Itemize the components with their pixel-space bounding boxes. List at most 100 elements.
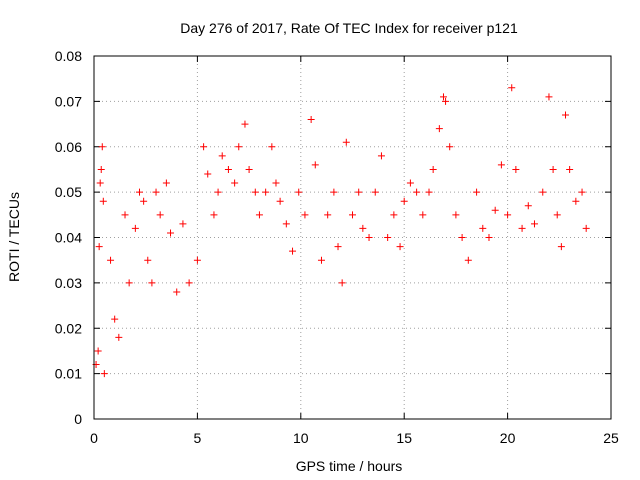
x-tick-label: 0 bbox=[90, 430, 98, 446]
y-tick-label: 0 bbox=[74, 411, 82, 427]
data-point bbox=[562, 111, 570, 119]
data-point bbox=[115, 333, 123, 341]
data-point bbox=[100, 370, 108, 378]
y-tick-label: 0.05 bbox=[55, 184, 82, 200]
data-point bbox=[491, 206, 499, 214]
data-point bbox=[485, 234, 493, 241]
data-point bbox=[553, 211, 561, 219]
data-point bbox=[413, 188, 421, 196]
data-point bbox=[179, 220, 187, 228]
data-point bbox=[245, 165, 253, 173]
data-point bbox=[334, 243, 342, 251]
tick-labels: 0 5 10 15 20 25 0 0.01 0.02 0.03 0.04 0.05 0.06 0.07 0… bbox=[55, 48, 619, 446]
data-point bbox=[425, 188, 433, 196]
data-point bbox=[251, 188, 259, 196]
data-point bbox=[330, 188, 338, 196]
data-point bbox=[152, 188, 160, 196]
data-point bbox=[224, 165, 232, 173]
y-tick-label: 0.03 bbox=[55, 275, 82, 291]
data-point bbox=[162, 179, 170, 187]
x-tick-label: 20 bbox=[500, 430, 516, 446]
data-point bbox=[111, 315, 119, 323]
data-point bbox=[289, 247, 297, 255]
data-point bbox=[338, 279, 346, 287]
data-point bbox=[241, 120, 249, 128]
data-point bbox=[557, 243, 565, 251]
data-point bbox=[255, 211, 263, 219]
data-point bbox=[107, 256, 115, 264]
data-point bbox=[458, 234, 466, 241]
data-point bbox=[96, 179, 104, 187]
data-point bbox=[156, 211, 164, 219]
data-point bbox=[390, 211, 398, 219]
data-point bbox=[545, 93, 553, 101]
data-point bbox=[504, 211, 512, 219]
data-point bbox=[524, 202, 532, 210]
data-point bbox=[578, 188, 586, 196]
data-point bbox=[282, 220, 290, 228]
data-point bbox=[95, 243, 103, 251]
data-point bbox=[342, 138, 350, 146]
x-tick-label: 15 bbox=[396, 430, 412, 446]
grid-lines bbox=[94, 56, 611, 419]
data-point bbox=[435, 125, 443, 133]
data-point bbox=[121, 211, 129, 219]
y-tick-label: 0.08 bbox=[55, 48, 82, 64]
data-point bbox=[464, 256, 472, 264]
data-point bbox=[276, 197, 284, 205]
data-point bbox=[268, 143, 276, 151]
data-point bbox=[396, 243, 404, 251]
tick-marks bbox=[93, 55, 612, 420]
data-point bbox=[582, 224, 590, 232]
y-tick-label: 0.06 bbox=[55, 139, 82, 155]
data-point bbox=[442, 97, 450, 105]
data-point bbox=[446, 143, 454, 151]
data-point bbox=[317, 256, 325, 264]
data-point bbox=[508, 84, 516, 92]
data-point bbox=[98, 143, 106, 151]
data-point bbox=[384, 234, 392, 241]
data-point bbox=[231, 179, 239, 187]
data-point bbox=[185, 279, 193, 287]
data-point bbox=[125, 279, 133, 287]
data-point bbox=[406, 179, 414, 187]
data-point bbox=[307, 116, 315, 124]
x-tick-label: 10 bbox=[293, 430, 309, 446]
data-point bbox=[359, 224, 367, 232]
y-tick-label: 0.04 bbox=[55, 230, 82, 246]
x-tick-label: 25 bbox=[603, 430, 619, 446]
data-point bbox=[518, 224, 526, 232]
data-point bbox=[377, 152, 385, 160]
data-point bbox=[301, 211, 309, 219]
data-point bbox=[355, 188, 363, 196]
data-point bbox=[549, 165, 557, 173]
x-axis-label: GPS time / hours bbox=[296, 458, 403, 474]
data-point bbox=[512, 165, 520, 173]
data-point bbox=[272, 179, 280, 187]
x-tick-label: 5 bbox=[194, 430, 202, 446]
data-point bbox=[452, 211, 460, 219]
y-tick-label: 0.01 bbox=[55, 366, 82, 382]
data-point bbox=[200, 143, 208, 151]
data-point bbox=[530, 220, 538, 228]
data-point bbox=[324, 211, 332, 219]
data-point bbox=[566, 165, 574, 173]
y-axis-label: ROTI / TECUs bbox=[6, 192, 22, 282]
y-tick-label: 0.07 bbox=[55, 93, 82, 109]
data-point bbox=[97, 165, 105, 173]
data-point bbox=[218, 152, 226, 160]
data-point bbox=[140, 197, 148, 205]
data-point bbox=[99, 197, 107, 205]
data-point bbox=[479, 224, 487, 232]
data-point bbox=[193, 256, 201, 264]
data-point bbox=[144, 256, 152, 264]
data-point bbox=[167, 229, 175, 237]
data-point bbox=[210, 211, 218, 219]
data-point bbox=[94, 347, 102, 355]
data-point bbox=[173, 288, 181, 296]
data-point bbox=[539, 188, 547, 196]
plot-border bbox=[93, 55, 612, 420]
points-layer bbox=[92, 84, 590, 378]
data-point bbox=[148, 279, 156, 287]
